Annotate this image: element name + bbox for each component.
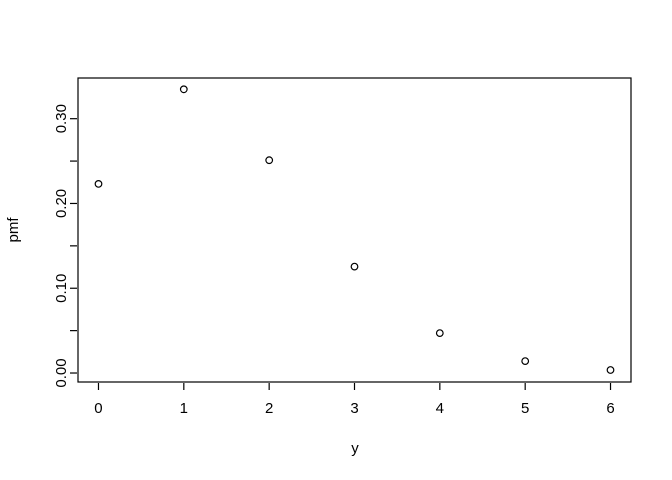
data-point <box>265 156 274 165</box>
x-tick-label: 3 <box>350 400 358 417</box>
y-tick-label: 0.10 <box>53 274 70 303</box>
data-point <box>521 357 530 366</box>
plot-box <box>77 77 632 383</box>
y-axis: 0.00 0.10 0.20 0.30 <box>53 104 77 388</box>
data-point <box>94 179 103 188</box>
data-point <box>350 262 359 271</box>
x-tick-label: 6 <box>606 400 614 417</box>
x-tick-label: 4 <box>436 400 444 417</box>
x-tick-label: 2 <box>265 400 273 417</box>
data-point <box>435 329 444 338</box>
x-axis-label: y <box>351 440 359 457</box>
x-axis: 0 1 2 3 4 5 6 <box>94 383 615 417</box>
data-point <box>179 85 188 94</box>
data-points <box>94 85 615 374</box>
x-tick-label: 5 <box>521 400 529 417</box>
x-tick-label: 1 <box>180 400 188 417</box>
y-tick-label: 0.00 <box>53 358 70 387</box>
x-tick-label: 0 <box>94 400 102 417</box>
y-tick-label: 0.20 <box>53 189 70 218</box>
y-tick-label: 0.30 <box>53 104 70 133</box>
y-axis-label: pmf <box>5 217 22 243</box>
data-point <box>606 366 615 374</box>
